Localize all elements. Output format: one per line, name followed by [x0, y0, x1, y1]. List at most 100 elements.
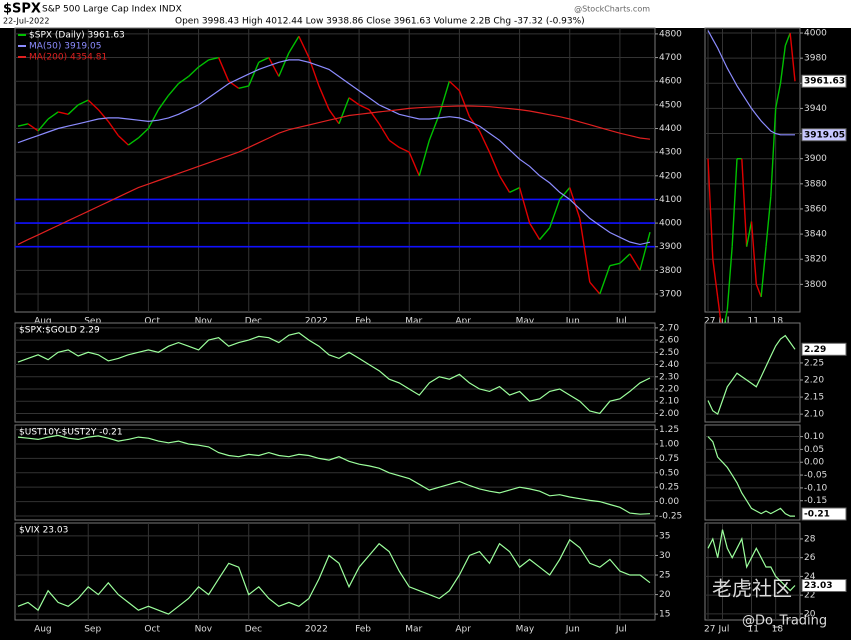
price-segment [398, 146, 410, 153]
price-segment [478, 130, 491, 153]
y-tick-label: 0.25 [659, 483, 679, 493]
price-segment [378, 123, 390, 141]
y-tick-label: 30 [659, 551, 671, 561]
y-tick-label: 24 [804, 572, 816, 582]
price-segment [198, 59, 210, 68]
price-segment [779, 45, 787, 84]
y-tick-label: 1.25 [659, 425, 679, 435]
y-tick-label: 3880 [804, 179, 827, 189]
price-segment [438, 81, 451, 115]
y-tick-label: -0.25 [659, 511, 682, 521]
y-tick-label: 0.00 [804, 458, 824, 468]
price-segment [127, 137, 139, 146]
x-tick-label: Nov [195, 317, 213, 327]
panel-frame [704, 322, 801, 423]
price-segment [770, 108, 777, 197]
price-segment [87, 99, 99, 111]
y-tick-label: 4200 [659, 171, 682, 181]
x-tick-label: Apr [455, 317, 471, 327]
series-line [707, 30, 795, 136]
x-tick-label: May [516, 317, 535, 327]
header: $SPX S&P 500 Large Cap Index INDX 22-Jul… [3, 2, 650, 27]
y-tick-label: 2.50 [659, 348, 679, 358]
price-segment [518, 187, 531, 224]
price-segment [47, 111, 59, 120]
x-tick-label: Feb [355, 625, 371, 635]
price-segment [358, 104, 370, 111]
x-tick-label: Jul [615, 625, 627, 635]
y-tick-label: 0.10 [804, 432, 824, 442]
price-segment [217, 57, 230, 82]
y-tick-label: 3800 [659, 266, 682, 276]
price-segment [368, 109, 380, 125]
x-tick-label: Oct [144, 317, 160, 327]
panel-frame [14, 522, 656, 621]
y-tick-label: 0.75 [659, 454, 679, 464]
price-segment [167, 83, 180, 96]
price-segment [741, 158, 748, 247]
x-tick-label: Jun [565, 625, 580, 635]
series-line [707, 334, 796, 416]
watermark-user: @Do_Trading [742, 614, 827, 629]
series-line [17, 59, 651, 246]
x-tick-label: Oct [144, 625, 160, 635]
panel-title: $VIX 23.03 [19, 526, 68, 536]
y-tick-label: 3900 [804, 154, 827, 164]
last-value-label: 23.03 [804, 581, 832, 591]
x-tick-label: Mar [405, 625, 422, 635]
x-tick-label: Jul [718, 625, 730, 635]
price-segment [639, 231, 651, 271]
x-tick-label: Jun [565, 317, 580, 327]
price-segment [760, 246, 767, 297]
x-tick-label: Sep [84, 317, 101, 327]
price-segment [288, 35, 300, 54]
price-segment [599, 265, 611, 295]
y-tick-label: 26 [804, 553, 816, 563]
y-tick-label: 2.25 [804, 358, 824, 368]
price-segment [509, 186, 520, 193]
price-segment [388, 139, 400, 148]
source: @StockCharts.com [574, 5, 650, 14]
price-segment [408, 151, 420, 177]
y-tick-label: 20 [659, 590, 671, 600]
watermark-brand: 老虎社区 [712, 577, 792, 601]
y-tick-label: 4500 [659, 100, 682, 110]
panel-frame [14, 322, 656, 423]
price-segment [448, 80, 460, 92]
price-segment [498, 175, 511, 193]
y-tick-label: 1.00 [659, 440, 679, 450]
price-segment [774, 83, 782, 109]
price-segment [569, 187, 581, 219]
security-name: S&P 500 Large Cap Index INDX [42, 5, 182, 15]
panel-title: $UST10Y-$UST2Y -0.21 [19, 428, 123, 438]
price-segment [147, 109, 160, 129]
legend-label: $SPX (Daily) 3961.63 [29, 31, 125, 41]
y-tick-label: 25 [659, 571, 670, 581]
y-tick-label: 2.20 [659, 385, 679, 395]
price-segment [238, 85, 249, 89]
x-tick-label: Sep [84, 625, 101, 635]
legend-label: MA(50) 3919.05 [29, 42, 101, 52]
y-tick-label: 4300 [659, 148, 682, 158]
price-segment [328, 109, 340, 125]
price-segment [157, 94, 170, 110]
series-line [17, 105, 651, 245]
price-segment [589, 281, 601, 295]
last-value-box [801, 74, 847, 88]
y-tick-label: 2.20 [804, 376, 824, 386]
x-tick-label: Aug [34, 317, 52, 327]
price-segment [178, 75, 189, 85]
panel-frame [704, 424, 801, 521]
y-tick-label: 2.30 [659, 372, 679, 382]
y-tick-label: 0.50 [659, 468, 679, 478]
x-tick-label: Mar [405, 317, 422, 327]
y-tick-label: 2.70 [659, 323, 679, 333]
price-segment [348, 97, 360, 106]
price-segment [338, 97, 350, 125]
y-tick-label: 2.10 [659, 397, 679, 407]
last-value-label: -0.21 [804, 510, 830, 520]
y-tick-label: 15 [659, 610, 670, 620]
price-segment [529, 222, 541, 241]
price-segment [549, 199, 561, 229]
x-tick-label: 18 [772, 317, 784, 327]
